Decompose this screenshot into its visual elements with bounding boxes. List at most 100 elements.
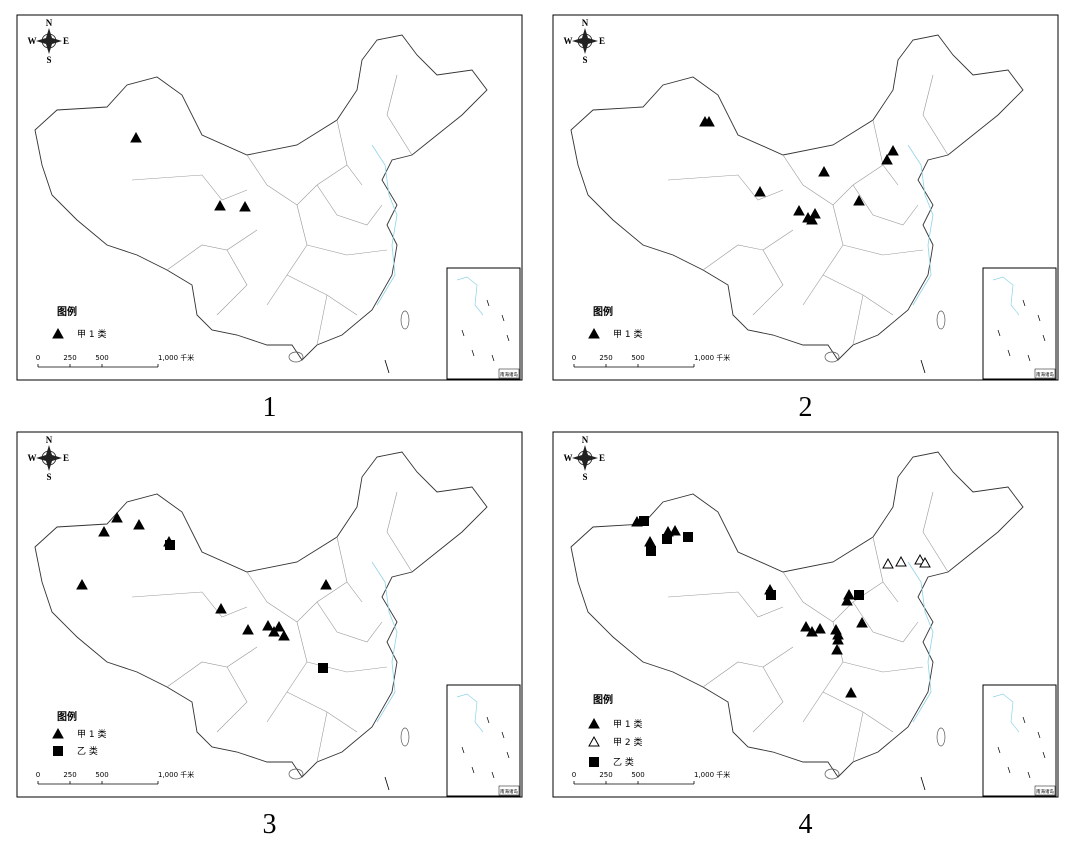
inset-dash bbox=[1037, 314, 1041, 322]
inset-dash bbox=[1027, 771, 1031, 779]
province-border bbox=[667, 174, 784, 201]
legend-title: 图例 bbox=[593, 305, 613, 318]
province-border bbox=[752, 666, 784, 733]
marker-jia1 bbox=[268, 625, 280, 637]
marker-yi bbox=[646, 546, 656, 556]
inset-dash bbox=[461, 746, 465, 754]
scale-label: 500 bbox=[95, 771, 108, 779]
inset-dash bbox=[1042, 751, 1046, 759]
legend-symbol bbox=[53, 746, 63, 756]
scale-label: 0 bbox=[36, 354, 40, 362]
province-border bbox=[316, 294, 328, 346]
marker-jia1 bbox=[887, 144, 899, 156]
hainan bbox=[824, 351, 840, 363]
compass-rose bbox=[572, 445, 598, 471]
scale-label: 0 bbox=[572, 354, 576, 362]
legend-symbol bbox=[52, 327, 64, 339]
legend-symbol bbox=[588, 717, 600, 729]
compass-rose bbox=[572, 28, 598, 54]
border-mark bbox=[920, 776, 926, 791]
marker-yi bbox=[683, 532, 693, 542]
legend-title: 图例 bbox=[57, 305, 77, 318]
inset-dash bbox=[491, 354, 495, 362]
compass-n: N bbox=[582, 18, 589, 28]
province-border bbox=[216, 249, 248, 316]
marker-jia1 bbox=[111, 511, 123, 523]
inset-dash bbox=[501, 731, 505, 739]
compass-s: S bbox=[582, 472, 587, 482]
province-border bbox=[216, 666, 248, 733]
marker-jia1 bbox=[806, 625, 818, 637]
inset-label-box bbox=[1034, 368, 1056, 379]
inset-label-box bbox=[498, 785, 520, 796]
marker-jia1 bbox=[845, 686, 857, 698]
compass-s: S bbox=[582, 55, 587, 65]
province-border bbox=[336, 119, 363, 186]
province-border bbox=[852, 294, 864, 346]
panel-frame bbox=[16, 14, 523, 381]
marker-jia2 bbox=[882, 557, 894, 569]
province-border bbox=[316, 601, 383, 643]
marker-yi bbox=[318, 663, 328, 673]
compass-ring bbox=[577, 450, 593, 466]
marker-jia1 bbox=[669, 524, 681, 536]
inset-dash bbox=[471, 349, 475, 357]
province-border bbox=[842, 661, 924, 673]
border-mark bbox=[384, 359, 390, 374]
scale-label: 0 bbox=[572, 771, 576, 779]
scale-label: 500 bbox=[631, 771, 644, 779]
border-mark bbox=[920, 359, 926, 374]
hainan bbox=[288, 768, 304, 780]
legend-item: 乙 类 bbox=[613, 756, 634, 768]
legend-item: 甲 1 类 bbox=[77, 328, 106, 340]
marker-yi bbox=[766, 590, 776, 600]
province-border bbox=[842, 244, 924, 256]
province-border bbox=[306, 244, 388, 256]
inset-dash bbox=[997, 329, 1001, 337]
inset-frame bbox=[982, 684, 1057, 797]
legend-item: 乙 类 bbox=[77, 745, 98, 757]
legend-item: 甲 1 类 bbox=[77, 728, 106, 740]
inset-dash bbox=[1022, 299, 1026, 307]
scale-label: 500 bbox=[95, 354, 108, 362]
inset-dash bbox=[1022, 716, 1026, 724]
scale-label: 250 bbox=[599, 771, 612, 779]
province-border bbox=[702, 229, 794, 271]
panel-frame bbox=[16, 431, 523, 798]
compass-w: W bbox=[564, 453, 573, 463]
marker-jia1 bbox=[754, 185, 766, 197]
inset-dash bbox=[461, 329, 465, 337]
inset-label: 南海诸岛 bbox=[1036, 788, 1054, 795]
inset-dash bbox=[486, 299, 490, 307]
legend-item: 甲 1 类 bbox=[613, 328, 642, 340]
marker-jia1 bbox=[856, 616, 868, 628]
country-outline bbox=[570, 451, 1024, 778]
compass-e: E bbox=[599, 453, 605, 463]
marker-jia1 bbox=[881, 153, 893, 165]
coastline bbox=[371, 561, 398, 723]
compass-ring bbox=[41, 450, 57, 466]
province-border bbox=[131, 174, 248, 201]
panel-label: 1 bbox=[263, 392, 277, 423]
marker-jia1 bbox=[214, 199, 226, 211]
marker-jia1 bbox=[853, 194, 865, 206]
panel-frame bbox=[552, 14, 1059, 381]
marker-yi bbox=[662, 534, 672, 544]
compass-n: N bbox=[46, 435, 53, 445]
taiwan bbox=[936, 310, 946, 330]
inset-dash bbox=[506, 751, 510, 759]
province-border bbox=[802, 204, 844, 306]
province-border bbox=[266, 621, 308, 723]
marker-jia1 bbox=[841, 594, 853, 606]
marker-jia1 bbox=[800, 620, 812, 632]
legend-title: 图例 bbox=[57, 710, 77, 723]
marker-jia1 bbox=[793, 204, 805, 216]
marker-jia1 bbox=[832, 633, 844, 645]
province-border bbox=[852, 184, 919, 226]
inset-frame bbox=[446, 684, 521, 797]
taiwan bbox=[936, 727, 946, 747]
marker-jia1 bbox=[242, 623, 254, 635]
marker-jia1 bbox=[133, 518, 145, 530]
inset-dash bbox=[1007, 349, 1011, 357]
coastline bbox=[907, 144, 934, 306]
